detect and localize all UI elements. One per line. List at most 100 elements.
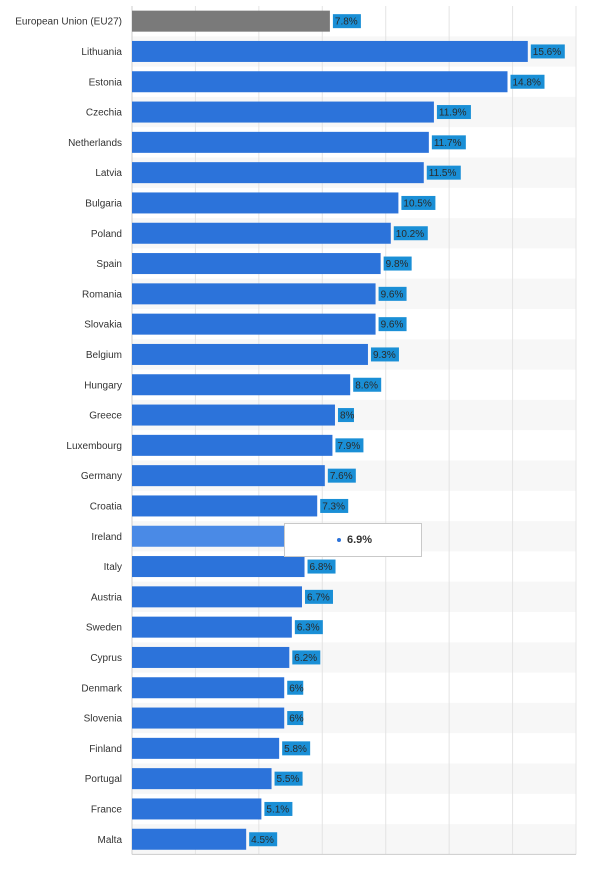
value-label: 7.6% — [330, 471, 353, 482]
value-label-box — [426, 165, 461, 180]
value-label-box — [436, 105, 471, 120]
bar — [132, 71, 508, 93]
value-label: 9.8% — [386, 259, 409, 270]
value-label: 14.8% — [512, 77, 540, 88]
value-label-box — [287, 711, 304, 726]
value-label: 5.8% — [284, 744, 307, 755]
bar — [132, 374, 351, 396]
value-label-box — [327, 468, 356, 483]
value-label-box — [332, 14, 361, 29]
category-label: Luxembourg — [66, 441, 122, 452]
bar — [132, 253, 381, 275]
value-label-box — [393, 226, 428, 241]
value-label-box — [378, 286, 407, 301]
category-label: Belgium — [86, 350, 122, 361]
bar — [132, 222, 391, 244]
category-label: Slovakia — [84, 320, 122, 331]
category-label: Ireland — [91, 532, 122, 543]
value-label-box — [320, 498, 349, 513]
bar — [132, 768, 272, 790]
bar — [132, 434, 333, 456]
value-label: 11.5% — [429, 168, 457, 179]
tooltip-value: 6.9% — [347, 534, 373, 546]
category-label: Austria — [91, 592, 123, 603]
value-label-box — [383, 256, 412, 271]
category-label: Finland — [89, 744, 122, 755]
category-label: Greece — [89, 411, 122, 422]
value-label-box — [282, 741, 311, 756]
value-label: 11.9% — [439, 108, 467, 119]
category-label: Cyprus — [90, 653, 122, 664]
category-label: Hungary — [84, 380, 122, 391]
value-label-box — [307, 559, 336, 574]
category-label: Poland — [91, 229, 122, 240]
value-label-box — [353, 377, 382, 392]
bar — [132, 677, 285, 699]
value-label: 5.1% — [266, 804, 289, 815]
value-label-box — [249, 832, 278, 847]
value-label: 6.2% — [294, 653, 317, 664]
bar — [132, 10, 330, 32]
value-label-box — [294, 620, 323, 635]
category-label: European Union (EU27) — [15, 17, 122, 28]
bar — [132, 465, 325, 487]
bar — [132, 495, 318, 517]
value-label-box — [510, 74, 545, 89]
bar — [132, 192, 399, 214]
category-label: Bulgaria — [85, 198, 122, 209]
bar — [132, 707, 285, 729]
value-label: 8.6% — [355, 380, 378, 391]
value-label: 11.7% — [434, 138, 462, 149]
category-label: Slovenia — [84, 714, 123, 725]
tooltip-series-marker — [337, 538, 341, 542]
category-label: Czechia — [86, 108, 123, 119]
value-label: 5.5% — [277, 774, 300, 785]
value-label: 6% — [289, 683, 304, 694]
bar — [132, 828, 247, 850]
bar — [132, 313, 376, 335]
bar — [132, 737, 280, 759]
value-label: 9.6% — [381, 320, 404, 331]
value-label-box — [335, 438, 364, 453]
value-label: 8% — [340, 411, 355, 422]
value-label: 6.3% — [297, 623, 320, 634]
value-label: 7.9% — [337, 441, 360, 452]
bar — [132, 343, 368, 365]
value-label-box — [401, 195, 436, 210]
bar — [132, 101, 434, 123]
value-label: 15.6% — [533, 47, 561, 58]
value-label: 6.7% — [307, 592, 330, 603]
bar — [132, 525, 308, 547]
category-label: Denmark — [81, 683, 123, 694]
value-label-box — [431, 135, 466, 150]
bar — [132, 798, 262, 820]
category-label: Lithuania — [81, 47, 122, 58]
bar — [132, 404, 335, 426]
value-label: 10.5% — [403, 198, 431, 209]
value-label-box — [530, 44, 565, 59]
bar — [132, 162, 424, 184]
bar — [132, 556, 305, 578]
category-label: Malta — [98, 835, 123, 846]
value-label: 9.3% — [373, 350, 396, 361]
category-label: Germany — [81, 471, 122, 482]
bar — [132, 586, 302, 608]
bar — [132, 646, 290, 668]
value-label-box — [274, 771, 303, 786]
category-label: Portugal — [85, 774, 122, 785]
value-label: 6.8% — [310, 562, 333, 573]
value-label: 9.6% — [381, 289, 404, 300]
hover-tooltip: 6.9% — [284, 523, 422, 557]
value-label: 7.8% — [335, 17, 358, 28]
value-label: 4.5% — [251, 835, 274, 846]
value-label-box — [264, 801, 293, 816]
value-label: 10.2% — [396, 229, 424, 240]
category-label: Spain — [96, 259, 122, 270]
bar — [132, 40, 528, 62]
category-label: Netherlands — [68, 138, 122, 149]
bar — [132, 283, 376, 305]
bar — [132, 616, 292, 638]
value-label-box — [292, 650, 321, 665]
category-label: Croatia — [90, 501, 123, 512]
